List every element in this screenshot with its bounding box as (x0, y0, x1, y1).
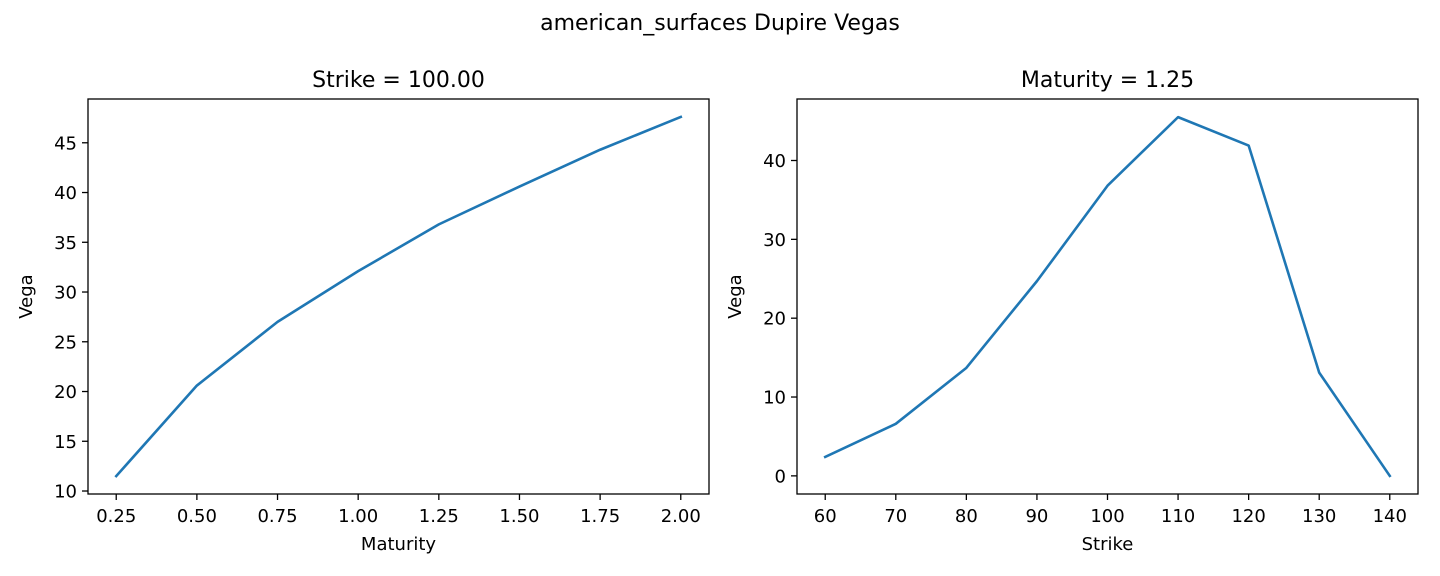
left-y-tick-label: 10 (54, 482, 77, 503)
left-x-tick-label: 1.25 (419, 506, 459, 527)
left-x-tick-label: 0.75 (257, 506, 297, 527)
left-subplot: Strike = 100.00 0.25 0.50 0.75 1.00 1.25 1.50 1… (16, 68, 710, 555)
right-x-tick-label: 80 (955, 506, 978, 527)
left-x-axis-label: Maturity (361, 534, 436, 555)
left-x-tick-label: 2.00 (661, 506, 701, 527)
right-subplot: Maturity = 1.25 60 70 80 90 100 110 120 130 140 0 1… (725, 68, 1419, 555)
right-y-axis-label: Vega (725, 274, 746, 318)
right-x-tick-label: 140 (1373, 506, 1407, 527)
left-x-tick-label: 1.00 (338, 506, 378, 527)
right-x-tick-label: 70 (884, 506, 907, 527)
right-x-tick-label: 90 (1025, 506, 1048, 527)
right-chart-title: Maturity = 1.25 (1021, 68, 1194, 93)
left-x-tick-label: 1.75 (580, 506, 620, 527)
left-y-axis-label: Vega (16, 274, 37, 318)
left-y-tick-label: 35 (54, 233, 77, 254)
right-y-tick-label: 0 (775, 466, 786, 487)
right-axes-frame (796, 98, 1419, 495)
left-y-tick-label: 25 (54, 332, 77, 353)
left-y-tick-label: 30 (54, 283, 77, 304)
right-y-tick-label: 30 (763, 230, 786, 251)
right-x-tick-label: 110 (1161, 506, 1195, 527)
right-y-tick-label: 20 (763, 309, 786, 330)
left-x-tick-label: 0.50 (177, 506, 217, 527)
right-x-tick-label: 120 (1231, 506, 1265, 527)
right-y-tick-label: 10 (763, 388, 786, 409)
right-y-tick-label: 40 (763, 151, 786, 172)
right-x-tick-label: 130 (1302, 506, 1336, 527)
left-x-tick-label: 0.25 (96, 506, 136, 527)
left-axes-frame (87, 98, 710, 495)
right-series-line (823, 115, 1392, 478)
left-series-line (114, 115, 683, 478)
left-y-tick-label: 20 (54, 382, 77, 403)
left-y-tick-label: 45 (54, 133, 77, 154)
right-x-tick-label: 60 (814, 506, 837, 527)
left-x-tick-label: 1.50 (499, 506, 539, 527)
right-x-axis-label: Strike (1082, 534, 1134, 555)
left-chart-title: Strike = 100.00 (312, 68, 485, 93)
left-y-tick-label: 40 (54, 183, 77, 204)
left-y-tick-label: 15 (54, 432, 77, 453)
figure-suptitle: american_surfaces Dupire Vegas (540, 11, 900, 36)
right-x-tick-label: 100 (1090, 506, 1124, 527)
